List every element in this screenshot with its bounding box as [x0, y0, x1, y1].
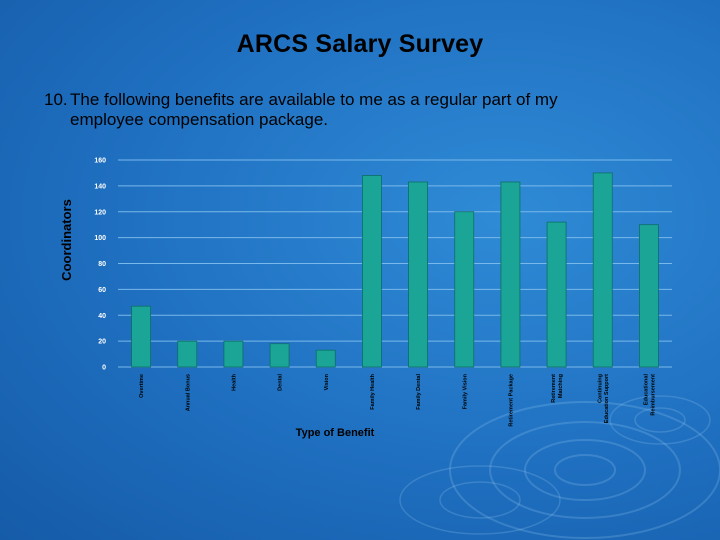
bar-overtime	[131, 305, 151, 368]
question-line-2: employee compensation package.	[70, 110, 328, 129]
y-tick-label: 120	[94, 209, 106, 216]
bar-dental	[269, 343, 290, 368]
x-category-label-line: Continuing	[597, 374, 603, 403]
x-category-label-line: Family Vision	[462, 373, 468, 409]
x-category-label: RetirementMatching	[551, 374, 564, 403]
x-category-label: Family Dental	[416, 374, 422, 410]
x-category-label-line: Retirement Package	[508, 374, 514, 427]
x-category-label-line: Family Health	[370, 373, 376, 409]
bar-retirement-matching	[546, 221, 567, 368]
x-category-label: Family Health	[370, 373, 376, 409]
y-tick-label: 100	[94, 235, 106, 242]
x-category-label-line: Matching	[558, 374, 564, 398]
chart-y-ticks: 0 20 40 60 80 100 120 140 160	[94, 158, 106, 372]
x-category-label: Retirement Package	[508, 374, 514, 427]
y-tick-label: 80	[98, 261, 106, 268]
bar-family-dental	[408, 181, 428, 368]
x-category-label-line: Retirement	[551, 374, 557, 403]
x-category-label: Family Vision	[462, 373, 468, 409]
x-category-label: Vision	[324, 373, 330, 390]
y-tick-label: 40	[98, 313, 106, 320]
x-category-label-line: Annual Bonus	[185, 374, 191, 411]
x-category-label-line: Education Support	[604, 374, 610, 423]
y-tick-label: 0	[102, 365, 106, 372]
x-category-label: EducationalReimbursement	[644, 374, 657, 416]
y-tick-label: 60	[98, 287, 106, 294]
y-axis-title: Coordinators	[59, 199, 74, 281]
question-text: 10. The following benefits are available …	[44, 90, 684, 130]
x-category-label: Health	[231, 373, 237, 390]
x-category-label-line: Family Dental	[416, 374, 422, 410]
bar-annual-bonus	[177, 340, 198, 368]
x-category-label: Annual Bonus	[185, 374, 191, 411]
question-line-1: The following benefits are available to …	[70, 90, 558, 109]
x-category-label: Dental	[278, 374, 284, 391]
bar-family-health	[362, 175, 382, 368]
bar-educational-reimbursement	[639, 224, 659, 368]
x-category-label-line: Overtime	[139, 374, 145, 398]
bar-family-vision	[454, 211, 475, 368]
chart-gridlines	[118, 159, 672, 368]
bar-retirement-package	[500, 181, 521, 368]
slide-title: ARCS Salary Survey	[236, 30, 484, 58]
x-category-label: Overtime	[139, 374, 145, 398]
x-axis-title: Type of Benefit	[296, 427, 375, 439]
x-category-label-line: Health	[231, 373, 237, 390]
x-category-label-line: Educational	[644, 374, 650, 406]
x-category-label-line: Reimbursement	[650, 374, 656, 416]
question-number: 10.	[44, 90, 68, 109]
x-category-label-line: Dental	[278, 374, 284, 391]
chart-bars	[131, 172, 659, 368]
x-category-label-line: Vision	[324, 373, 330, 390]
y-tick-label: 160	[94, 158, 106, 165]
y-tick-label: 140	[94, 183, 106, 190]
chart-x-category-labels: Overtime Annual Bonus Health Dental Vision Fa…	[139, 373, 656, 426]
y-tick-label: 20	[98, 339, 106, 346]
bar-health	[223, 340, 244, 368]
bar-vision	[315, 349, 336, 368]
bar-continuing-education-support	[592, 172, 613, 368]
x-category-label: ContinuingEducation Support	[597, 374, 610, 423]
